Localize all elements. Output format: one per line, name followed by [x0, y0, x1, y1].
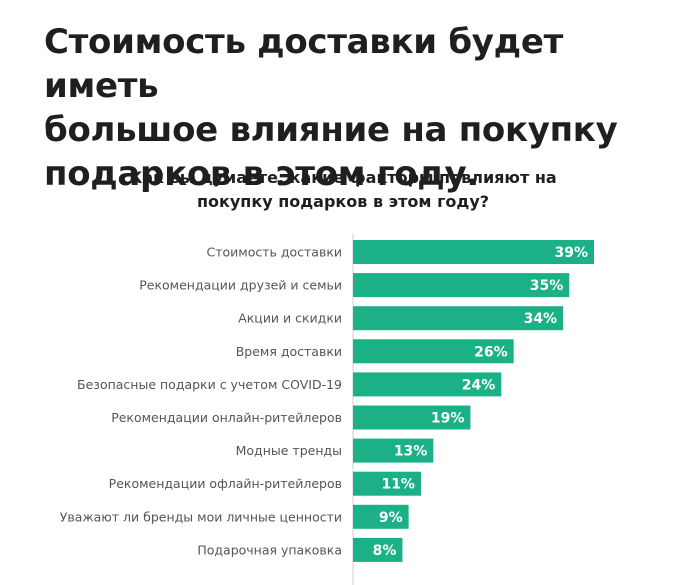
chart-title: Как вы думаете, какие факторы повлияют н…	[40, 166, 646, 214]
category-label: Время доставки	[236, 344, 342, 359]
bar	[353, 471, 421, 496]
bar	[353, 306, 564, 331]
category-label: Рекомендации друзей и семьи	[139, 278, 342, 293]
chart-title-line-2: покупку подарков в этом году?	[196, 192, 490, 211]
category-label: Рекомендации офлайн-ритейлеров	[109, 476, 342, 491]
bar	[353, 537, 403, 562]
bar-value-label: 11%	[381, 477, 415, 493]
bar-value-label: 35%	[530, 278, 564, 294]
bar-value-label: 9%	[379, 510, 403, 526]
bar	[353, 438, 434, 463]
category-label: Рекомендации онлайн-ритейлеров	[111, 410, 342, 425]
bar	[353, 405, 471, 430]
headline-line-1: Стоимость доставки будет иметь	[44, 22, 563, 106]
bar-value-label: 34%	[524, 311, 558, 327]
bar-value-label: 39%	[554, 245, 588, 261]
bar-value-label: 24%	[462, 377, 496, 393]
bar-value-label: 26%	[474, 344, 508, 360]
bar-value-label: 8%	[373, 543, 397, 559]
bar	[353, 339, 514, 364]
bar	[353, 372, 502, 397]
headline-line-2: большое влияние на покупку	[44, 110, 618, 150]
page-headline: Стоимость доставки будет иметь большое в…	[44, 20, 664, 196]
category-label: Модные тренды	[236, 443, 342, 458]
bar-value-label: 19%	[431, 411, 465, 427]
category-label: Акции и скидки	[238, 311, 342, 326]
category-label: Уважают ли бренды мои личные ценности	[60, 509, 342, 524]
category-label: Подарочная упаковка	[197, 542, 342, 557]
chart-title-line-1: Как вы думаете, какие факторы повлияют н…	[129, 168, 557, 187]
bar	[353, 273, 570, 298]
category-label: Стоимость доставки	[207, 245, 343, 260]
bar	[353, 504, 409, 529]
bar	[353, 240, 594, 264]
bar-value-label: 13%	[394, 444, 428, 460]
headline-line-3: подарков в этом году.	[44, 154, 479, 194]
category-label: Безопасные подарки с учетом COVID-19	[77, 377, 342, 392]
